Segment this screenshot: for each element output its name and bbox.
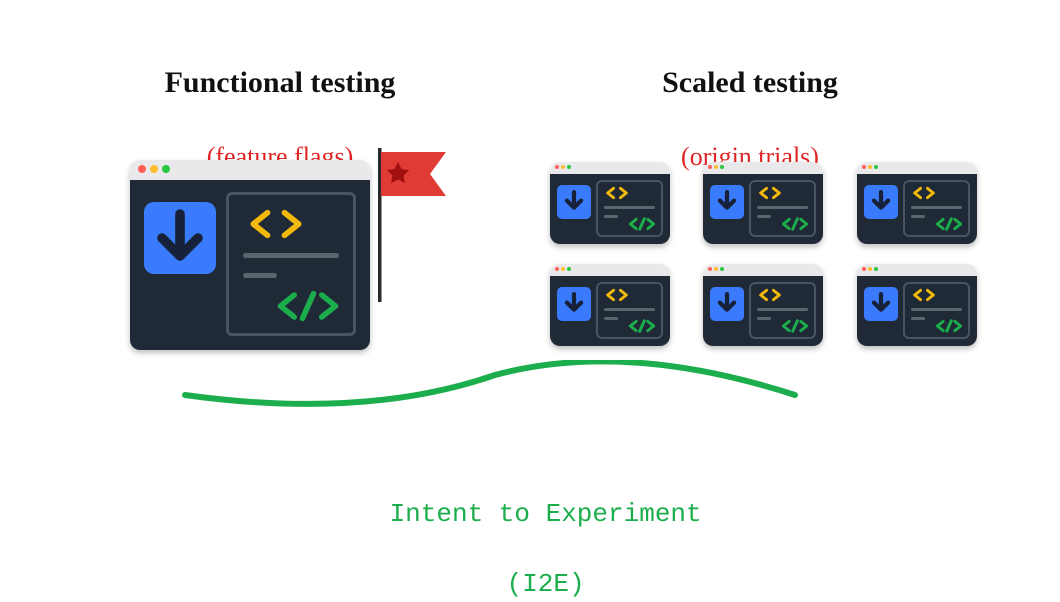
- small-browser-window: [703, 264, 823, 346]
- code-panel: [596, 180, 663, 237]
- download-arrow-icon: [144, 202, 216, 274]
- small-browser-window: [550, 162, 670, 244]
- small-browser-window: [857, 162, 977, 244]
- traffic-light-red-icon: [555, 165, 559, 169]
- small-window-grid: [550, 162, 980, 348]
- connector-line: [165, 360, 815, 410]
- small-browser-window: [857, 264, 977, 346]
- self-closing-tag-icon: [275, 289, 341, 323]
- small-browser-window: [703, 162, 823, 244]
- traffic-light-yellow-icon: [561, 165, 565, 169]
- feature-flag-icon: [376, 148, 450, 302]
- footer-line2: (I2E): [507, 569, 585, 599]
- traffic-light-yellow-icon: [150, 165, 158, 173]
- footer-line1: Intent to Experiment: [390, 499, 702, 529]
- text-line: [243, 273, 277, 278]
- download-arrow-icon: [557, 185, 591, 219]
- traffic-light-red-icon: [138, 165, 146, 173]
- traffic-light-green-icon: [162, 165, 170, 173]
- small-browser-window: [550, 264, 670, 346]
- text-line: [243, 253, 339, 258]
- right-title: Scaled testing: [590, 66, 910, 100]
- traffic-light-green-icon: [567, 165, 571, 169]
- footer-label: Intent to Experiment (I2E): [0, 462, 1060, 602]
- angle-brackets-icon: [245, 207, 307, 241]
- text-line: [604, 215, 618, 218]
- self-closing-tag-icon: [628, 217, 656, 231]
- code-panel: [226, 192, 356, 336]
- angle-brackets-icon: [604, 186, 630, 200]
- text-line: [604, 206, 655, 209]
- big-browser-window: [130, 160, 370, 350]
- window-chrome: [130, 160, 370, 180]
- left-title: Functional testing: [120, 66, 440, 100]
